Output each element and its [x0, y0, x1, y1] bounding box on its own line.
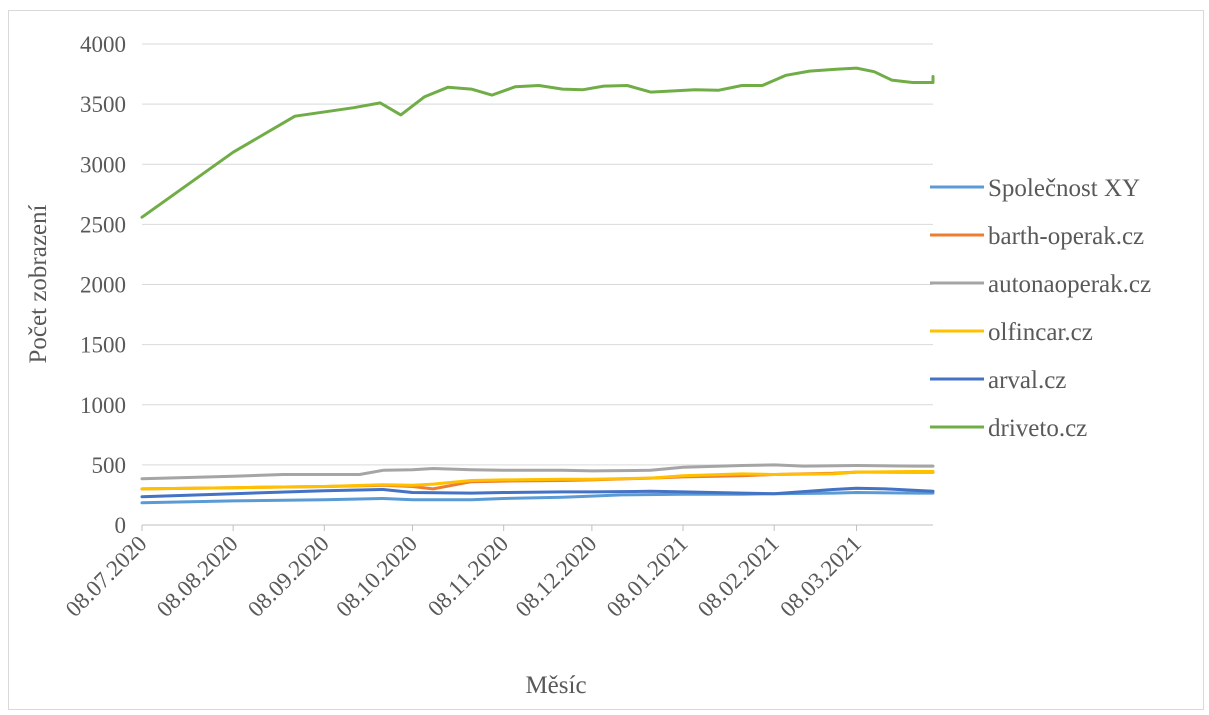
y-axis-ticks: 0 500 1000 1500 2000 2500 3000 3500 4000 — [80, 32, 126, 538]
y-tick-label-1000: 1000 — [80, 393, 126, 418]
y-tick-label-2000: 2000 — [80, 273, 126, 298]
series-lines — [140, 66, 935, 505]
gridlines — [142, 43, 933, 526]
x-tick-label-08.07.2020: 08.07.2020 — [61, 531, 152, 622]
legend-label-0: Společnost XY — [988, 175, 1140, 202]
legend-label-5: driveto.cz — [988, 415, 1087, 442]
y-tick-label-2500: 2500 — [80, 212, 126, 237]
legend-label-2: autonaoperak.cz — [988, 271, 1151, 298]
series-line-2 — [140, 463, 935, 481]
x-axis-title: Měsíc — [525, 672, 586, 699]
y-tick-label-3500: 3500 — [80, 92, 126, 117]
x-tick-label-08.01.2021: 08.01.2021 — [602, 531, 693, 622]
chart-frame — [8, 10, 1204, 710]
y-tick-label-500: 500 — [92, 453, 127, 478]
series-line-0 — [140, 491, 935, 505]
legend-label-4: arval.cz — [988, 367, 1066, 394]
series-line-4 — [140, 486, 935, 499]
y-axis-title: Počet zobrazení — [25, 204, 52, 363]
x-axis-ticks: 08.07.2020 08.08.2020 08.09.202008.10.2020… — [61, 525, 866, 622]
y-tick-label-1500: 1500 — [80, 333, 126, 358]
series-line-3 — [140, 470, 935, 491]
x-tick-label-08.02.2021: 08.02.2021 — [693, 531, 784, 622]
x-tick-label-08.12.2020: 08.12.2020 — [511, 531, 602, 622]
x-tick-label-08.03.2021: 08.03.2021 — [775, 531, 866, 622]
legend-label-3: olfincar.cz — [988, 319, 1093, 346]
y-tick-label-3000: 3000 — [80, 152, 126, 177]
legend-label-1: barth-operak.cz — [988, 223, 1144, 250]
x-tick-label-08.10.2020: 08.10.2020 — [331, 531, 422, 622]
y-tick-label-4000: 4000 — [80, 32, 126, 57]
x-tick-label-08.09.2020: 08.09.2020 — [243, 531, 334, 622]
x-tick-label-08.11.2020: 08.11.2020 — [423, 531, 513, 621]
series-line-5 — [140, 66, 935, 219]
x-tick-label-08.08.2020: 08.08.2020 — [152, 531, 243, 622]
legend: Společnost XY barth-operak.cz autonaoperak… — [930, 175, 1151, 442]
y-tick-label-0: 0 — [115, 513, 127, 538]
